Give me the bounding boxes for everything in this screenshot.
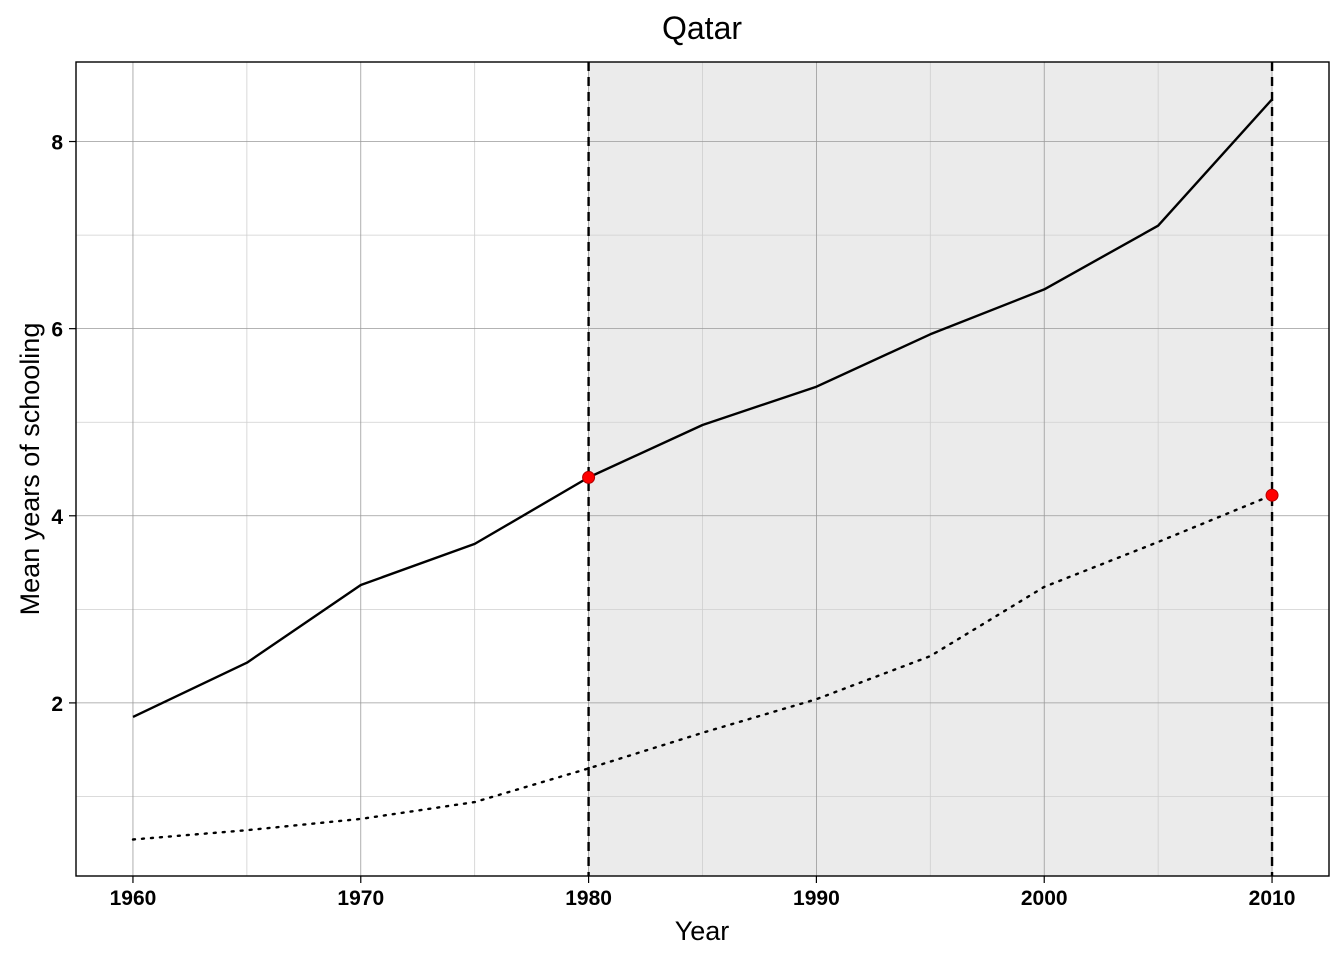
plot-area: 1960 1970 1980 1990 2000 2010 2 4 6 8 (51, 61, 1330, 910)
y-axis-title: Mean years of schooling (15, 323, 45, 616)
y-tick-label: 6 (51, 319, 63, 342)
panel-border (75, 61, 1330, 877)
x-tick-label: 2010 (1249, 887, 1296, 910)
highlight-point (582, 470, 596, 484)
y-tick-label: 2 (51, 693, 63, 716)
y-tick-label: 8 (51, 132, 63, 155)
x-tick-label: 2000 (1021, 887, 1068, 910)
x-tick-label: 1970 (337, 887, 384, 910)
series-line-solid (132, 98, 1273, 718)
x-tick-label: 1990 (793, 887, 840, 910)
chart-title: Qatar (662, 10, 742, 46)
x-tick-label: 1980 (565, 887, 612, 910)
x-axis-title: Year (675, 916, 730, 946)
highlight-point (1265, 488, 1279, 502)
series-line-dotted (131, 494, 1274, 841)
y-tick-label: 4 (51, 506, 63, 529)
x-tick-label: 1960 (110, 887, 157, 910)
